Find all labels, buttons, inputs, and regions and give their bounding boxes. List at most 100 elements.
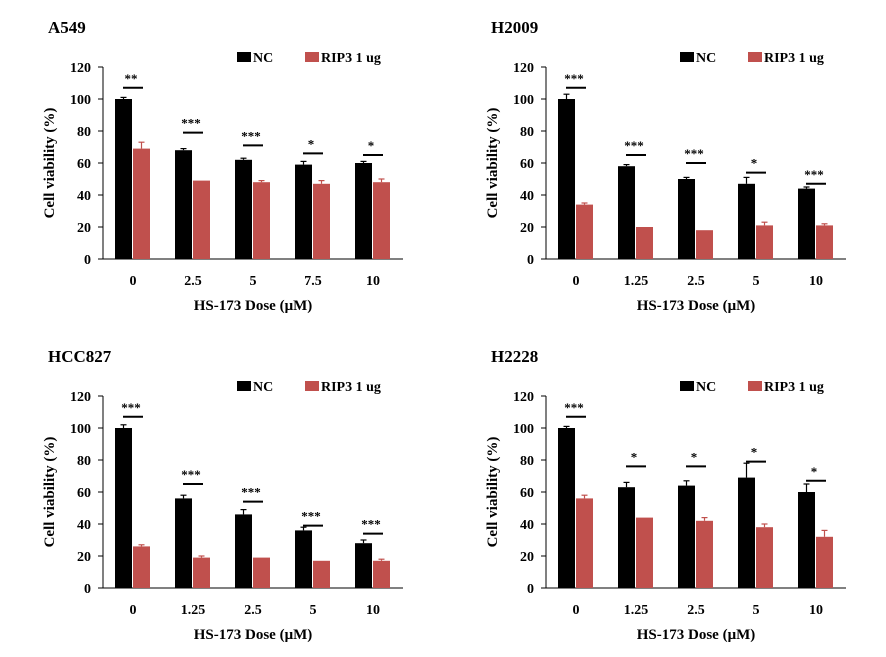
chart-panel-h2228: H2228 NC RIP3 1 ug 0 20 40 60 80 100 120 Cell viab… [443,329,886,657]
legend-swatch-rip3 [748,381,762,391]
x-tick-label: 1.25 [624,603,649,618]
bar-nc [798,492,815,588]
significance-stars: *** [361,517,381,532]
significance-stars: * [751,156,758,171]
x-tick-label: 2.5 [687,603,705,618]
chart-title: H2009 [491,18,538,37]
y-tick-label: 100 [513,93,534,108]
legend-swatch-nc [680,52,694,62]
bar-nc [558,99,575,259]
bar-rip3 [816,536,833,588]
x-tick-label: 10 [809,603,823,618]
bar-rip3 [373,182,390,259]
bar-rip3 [253,557,270,588]
legend-label-rip3: RIP3 1 ug [764,51,824,66]
y-tick-label: 40 [520,189,534,204]
chart-title: H2228 [491,347,538,366]
x-tick-label: 5 [250,274,257,289]
y-tick-label: 20 [520,550,534,565]
y-tick-label: 0 [527,253,534,268]
chart-panel-h2009: H2009 NC RIP3 1 ug 0 20 40 60 80 100 120 Cell viab… [443,0,886,328]
significance-stars: *** [241,485,261,500]
x-tick-label: 2.5 [687,274,705,289]
bar-rip3 [313,183,330,259]
y-tick-label: 60 [77,157,91,172]
legend-label-rip3: RIP3 1 ug [321,380,381,395]
significance-stars: *** [624,138,644,153]
chart-title: A549 [48,18,86,37]
y-tick-label: 100 [70,422,91,437]
bar-rip3 [756,225,773,259]
x-tick-label: 10 [809,274,823,289]
y-tick-label: 40 [520,518,534,533]
x-axis-label: HS-173 Dose (μM) [194,627,312,643]
y-tick-label: 0 [84,582,91,597]
y-tick-label: 120 [70,61,91,76]
significance-stars: * [368,138,375,153]
bar-rip3 [636,517,653,588]
y-tick-label: 80 [520,125,534,140]
y-axis-label: Cell viability (%) [42,108,58,219]
bar-nc [558,428,575,588]
significance-stars: *** [181,116,201,131]
legend-swatch-nc [237,52,251,62]
chart-title: HCC827 [48,347,112,366]
x-tick-label: 0 [130,274,137,289]
bar-nc [115,428,132,588]
bar-nc [678,179,695,259]
bar-rip3 [696,230,713,259]
legend-swatch-rip3 [305,381,319,391]
legend-label-nc: NC [253,51,273,66]
y-tick-label: 60 [520,157,534,172]
bar-rip3 [193,557,210,588]
x-tick-label: 1.25 [181,603,206,618]
y-tick-label: 0 [84,253,91,268]
y-tick-label: 120 [513,390,534,405]
bar-rip3 [636,227,653,259]
x-tick-label: 5 [753,274,760,289]
y-tick-label: 100 [513,422,534,437]
legend-swatch-rip3 [305,52,319,62]
chart-panel-a549: A549 NC RIP3 1 ug 0 20 40 60 80 100 120 Cell viabi… [0,0,443,328]
bar-nc [235,514,252,588]
bar-rip3 [576,498,593,588]
x-tick-label: 2.5 [244,603,262,618]
y-axis-label: Cell viability (%) [42,437,58,548]
bar-rip3 [816,225,833,259]
bar-nc [295,164,312,259]
y-tick-label: 60 [520,486,534,501]
significance-stars: *** [684,146,704,161]
x-tick-label: 1.25 [624,274,649,289]
x-tick-label: 5 [753,603,760,618]
x-tick-label: 10 [366,603,380,618]
y-tick-label: 80 [77,125,91,140]
bar-nc [798,188,815,259]
x-tick-label: 7.5 [304,274,322,289]
y-tick-label: 100 [70,93,91,108]
y-tick-label: 0 [527,582,534,597]
x-axis-label: HS-173 Dose (μM) [194,298,312,314]
y-tick-label: 120 [70,390,91,405]
x-tick-label: 0 [573,274,580,289]
x-tick-label: 5 [310,603,317,618]
bar-nc [295,530,312,588]
x-tick-label: 0 [130,603,137,618]
bar-nc [355,543,372,588]
significance-stars: * [751,445,758,460]
y-tick-label: 20 [77,221,91,236]
significance-stars: *** [564,71,584,86]
bar-rip3 [133,546,150,588]
bar-nc [175,150,192,259]
legend-label-nc: NC [696,380,716,395]
legend-label-nc: NC [696,51,716,66]
y-tick-label: 40 [77,189,91,204]
bar-nc [618,166,635,259]
legend-swatch-nc [237,381,251,391]
significance-stars: * [308,136,315,151]
bar-nc [738,477,755,588]
x-axis-label: HS-173 Dose (μM) [637,627,755,643]
